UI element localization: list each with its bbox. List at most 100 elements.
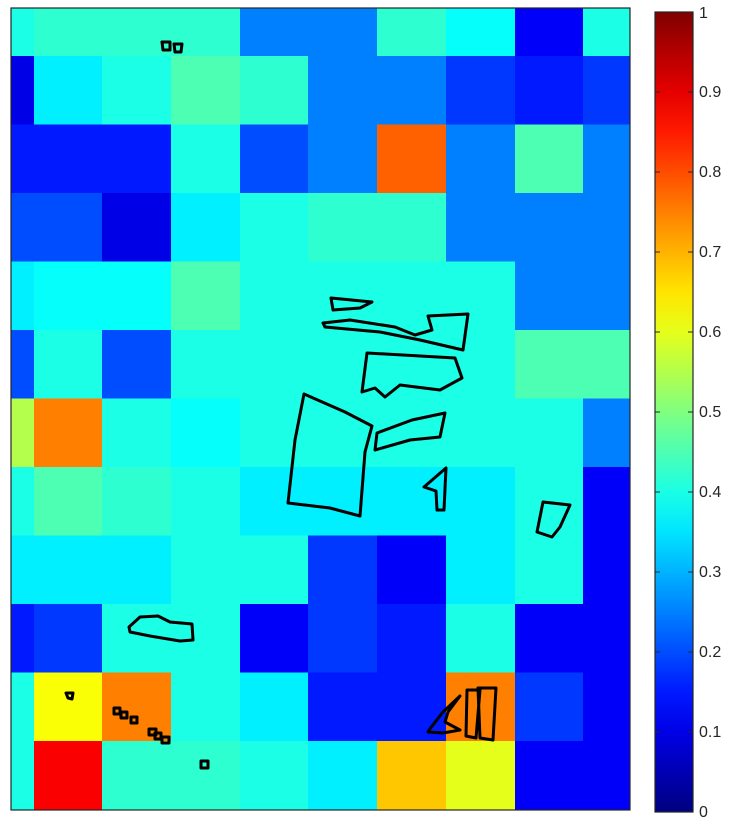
heatmap-cell — [102, 741, 172, 811]
heatmap-cell — [446, 467, 516, 536]
colorbar-tick-label: 0.1 — [699, 724, 721, 741]
land-outline-overlay — [64, 40, 572, 770]
colorbar-tick-label: 0.9 — [699, 84, 721, 101]
heatmap-cell — [11, 604, 35, 673]
heatmap-cell — [446, 604, 516, 673]
heatmap-cell — [583, 56, 631, 125]
heatmap-cell — [446, 398, 516, 468]
heatmap-cell — [446, 741, 516, 811]
heatmap-cell — [240, 604, 309, 673]
colorbar: 0 0.1 0.2 0.3 0.4 0.5 0.6 0.7 0.8 0.9 1 — [654, 5, 721, 821]
heatmap-cell — [34, 535, 103, 605]
heatmap-cell — [11, 672, 35, 742]
heatmap-cell — [308, 330, 378, 399]
heatmap-cell — [240, 193, 309, 262]
heatmap-cell — [583, 8, 631, 57]
heatmap-cell — [377, 535, 447, 605]
heatmap-cells — [11, 8, 631, 811]
heatmap-cell — [308, 8, 378, 57]
land-outline — [64, 691, 75, 701]
heatmap-cell — [240, 8, 309, 57]
heatmap-cell — [240, 535, 309, 605]
heatmap-cell — [102, 193, 172, 262]
heatmap-cell — [34, 467, 103, 536]
heatmap-cell — [240, 124, 309, 194]
heatmap-cell — [102, 467, 172, 536]
heatmap-cell — [171, 672, 241, 742]
heatmap-cell — [34, 8, 103, 57]
heatmap-cell — [377, 672, 447, 742]
heatmap-cell — [34, 261, 103, 331]
heatmap-cell — [240, 330, 309, 399]
heatmap-cell — [11, 261, 35, 331]
heatmap-cell — [308, 672, 378, 742]
heatmap-cell — [583, 330, 631, 399]
heatmap-cell — [171, 124, 241, 194]
heatmap-cell — [171, 330, 241, 399]
heatmap-cell — [515, 672, 584, 742]
heatmap-cell — [240, 398, 309, 468]
heatmap-cell — [34, 124, 103, 194]
heatmap-cell — [377, 56, 447, 125]
heatmap-cell — [583, 672, 631, 742]
colorbar-tick-label: 0.8 — [699, 164, 721, 181]
heatmap-cell — [11, 741, 35, 811]
heatmap-cell — [171, 741, 241, 811]
heatmap-cell — [34, 193, 103, 262]
heatmap-cell — [11, 56, 35, 125]
land-outline — [464, 686, 498, 742]
heatmap-cell — [377, 193, 447, 262]
heatmap-cell — [34, 56, 103, 125]
heatmap-cell — [377, 604, 447, 673]
colorbar-gradient — [655, 12, 693, 812]
heatmap-cell — [446, 56, 516, 125]
heatmap-cell — [308, 398, 378, 468]
land-outline — [373, 411, 447, 452]
colorbar-tick-label: 0.2 — [699, 644, 721, 661]
heatmap-cell — [171, 193, 241, 262]
heatmap-cell — [11, 467, 35, 536]
heatmap-cell — [102, 261, 172, 331]
heatmap-cell — [171, 398, 241, 468]
colorbar-tick-label: 0.3 — [699, 564, 721, 581]
heatmap-cell — [515, 535, 584, 605]
colorbar-tick-label: 0.7 — [699, 244, 721, 261]
heatmap-cell — [240, 467, 309, 536]
heatmap-cell — [34, 672, 103, 742]
heatmap-cell — [11, 535, 35, 605]
heatmap-cell — [102, 124, 172, 194]
heatmap-cell — [515, 398, 584, 468]
heatmap-cell — [308, 467, 378, 536]
heatmap-cell — [583, 261, 631, 331]
heatmap-cell — [515, 330, 584, 399]
heatmap-cell — [308, 56, 378, 125]
heatmap-cell — [446, 193, 516, 262]
colorbar-tick-label: 0 — [699, 804, 708, 821]
heatmap-cell — [102, 330, 172, 399]
heatmap-cell — [308, 193, 378, 262]
heatmap-cell — [240, 672, 309, 742]
heatmap-cell — [102, 535, 172, 605]
land-outline — [321, 312, 470, 352]
heatmap-cell — [377, 8, 447, 57]
heatmap-cell — [446, 8, 516, 57]
colorbar-tick-label: 1 — [699, 5, 708, 22]
heatmap-cell — [171, 604, 241, 673]
land-outline — [127, 614, 195, 643]
heatmap-cell — [11, 193, 35, 262]
heatmap-cell — [102, 56, 172, 125]
heatmap-cell — [377, 741, 447, 811]
heatmap-cell — [583, 535, 631, 605]
heatmap-cell — [583, 124, 631, 194]
heatmap-cell — [446, 261, 516, 331]
heatmap-cell — [515, 741, 584, 811]
heatmap-cell — [515, 8, 584, 57]
heatmap-cell — [308, 741, 378, 811]
heatmap-cell — [11, 8, 35, 57]
heatmap-cell — [171, 261, 241, 331]
heatmap-cell — [102, 8, 172, 57]
map-frame — [10, 7, 631, 811]
heatmap-cell — [515, 56, 584, 125]
